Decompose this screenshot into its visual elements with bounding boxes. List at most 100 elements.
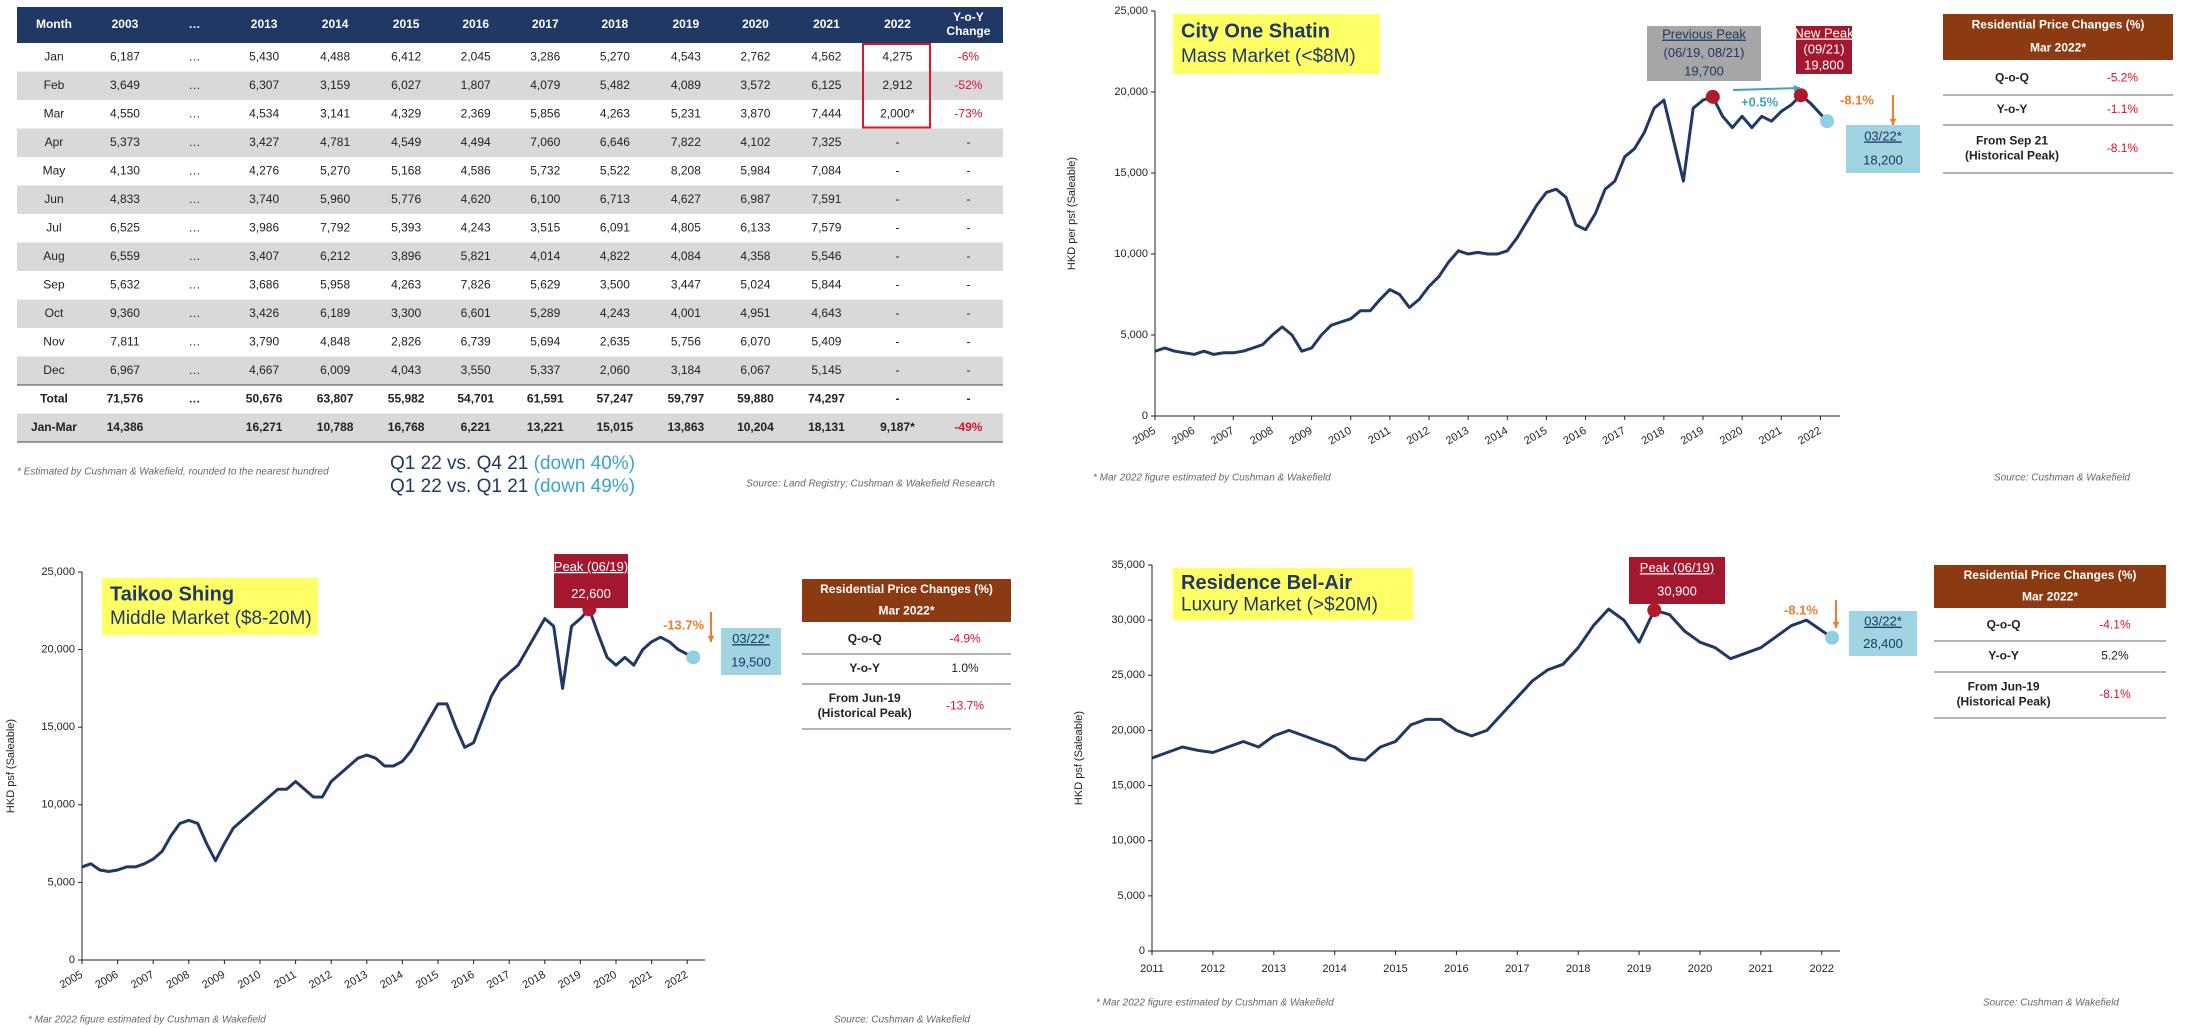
line-series bbox=[1154, 93, 1829, 356]
x-tick-label: 2018 bbox=[1566, 963, 1590, 975]
chart-title: Taikoo Shing bbox=[110, 583, 234, 605]
table-cell: 8,208 bbox=[671, 163, 701, 177]
comparison-note: (down 49%) bbox=[528, 476, 635, 497]
annotation-box bbox=[1849, 611, 1917, 656]
table-cell: 5,522 bbox=[600, 163, 630, 177]
table-cell: 3,550 bbox=[461, 363, 491, 377]
table-cell: 4,822 bbox=[600, 249, 630, 263]
table-row-bg bbox=[17, 128, 1003, 157]
x-tick-label: 2018 bbox=[1640, 425, 1667, 448]
table-cell: 7,822 bbox=[671, 135, 701, 149]
x-tick-label: 2022 bbox=[663, 969, 690, 992]
table-cell: Jun bbox=[44, 192, 63, 206]
x-tick-label: 2014 bbox=[378, 969, 405, 992]
chart-title: City One Shatin bbox=[1181, 20, 1330, 42]
x-tick-label: 2018 bbox=[521, 969, 548, 992]
table-cell: 3,572 bbox=[740, 78, 770, 92]
table-cell: 3,515 bbox=[530, 220, 560, 234]
y-tick-label: 20,000 bbox=[1111, 724, 1145, 736]
table-cell: … bbox=[189, 363, 201, 377]
x-tick-label: 2007 bbox=[1209, 425, 1236, 448]
table-cell: Jul bbox=[46, 220, 61, 234]
table-cell: 5,984 bbox=[740, 163, 770, 177]
table-cell: -73% bbox=[954, 106, 982, 120]
summary-value: -4.9% bbox=[949, 632, 981, 646]
table-header: 2018 bbox=[602, 17, 629, 31]
x-tick-label: 2022 bbox=[1796, 425, 1823, 448]
table-cell: … bbox=[189, 277, 201, 291]
annotation-text: 30,900 bbox=[1657, 584, 1697, 599]
table-cell: 5,629 bbox=[530, 277, 560, 291]
table-header: 2022 bbox=[884, 17, 911, 31]
table-cell: 2,369 bbox=[461, 106, 491, 120]
table-cell: 4,550 bbox=[110, 106, 140, 120]
x-tick-label: 2016 bbox=[1444, 963, 1468, 975]
summary-label: Y-o-Y bbox=[849, 661, 880, 675]
table-cell: 5,270 bbox=[320, 163, 350, 177]
table-cell: - bbox=[895, 220, 899, 234]
table-cell: 6,307 bbox=[249, 78, 279, 92]
summary-value: -13.7% bbox=[946, 699, 984, 713]
table-cell: 2,912 bbox=[882, 78, 912, 92]
y-tick-label: 25,000 bbox=[1114, 5, 1148, 17]
annotation-box bbox=[1629, 557, 1725, 604]
y-tick-label: 15,000 bbox=[1111, 779, 1145, 791]
x-tick-label: 2006 bbox=[93, 969, 120, 992]
table-cell: … bbox=[189, 220, 201, 234]
footnote: * Mar 2022 figure estimated by Cushman &… bbox=[1093, 473, 1331, 484]
table-cell: - bbox=[895, 391, 899, 405]
table-cell: 15,015 bbox=[597, 420, 634, 434]
table-cell: - bbox=[966, 363, 970, 377]
table-cell: Feb bbox=[44, 78, 65, 92]
summary-value: -5.2% bbox=[2107, 71, 2139, 85]
table-cell: 3,427 bbox=[249, 135, 279, 149]
table-cell: … bbox=[189, 306, 201, 320]
table-cell: 4,848 bbox=[320, 334, 350, 348]
table-header: 2020 bbox=[742, 17, 769, 31]
y-tick-label: 15,000 bbox=[1114, 167, 1148, 179]
x-tick-label: 2005 bbox=[58, 969, 85, 992]
table-cell: 7,591 bbox=[811, 192, 841, 206]
table-cell: 4,089 bbox=[671, 78, 701, 92]
title-box bbox=[1173, 568, 1413, 620]
summary-label: Y-o-Y bbox=[1988, 649, 2019, 663]
table-cell: 4,102 bbox=[740, 135, 770, 149]
table-cell: … bbox=[189, 78, 201, 92]
table-cell: 7,579 bbox=[811, 220, 841, 234]
x-tick-label: 2019 bbox=[1679, 425, 1706, 448]
summary-title: Residential Price Changes (%) bbox=[1972, 18, 2145, 32]
table-cell: 5,546 bbox=[811, 249, 841, 263]
table-cell: 4,275 bbox=[882, 49, 912, 63]
x-tick-label: 2013 bbox=[343, 969, 370, 992]
table-header: 2016 bbox=[462, 17, 489, 31]
source: Source: Cushman & Wakefield bbox=[1983, 998, 2119, 1009]
summary-value: -8.1% bbox=[2107, 141, 2139, 155]
table-cell: 6,091 bbox=[600, 220, 630, 234]
table-cell: 2,635 bbox=[600, 334, 630, 348]
table-cell: 7,811 bbox=[110, 334, 139, 348]
table-cell: 3,870 bbox=[740, 106, 770, 120]
annotation-text: 22,600 bbox=[571, 586, 611, 601]
table-cell: 9,360 bbox=[110, 306, 140, 320]
annotation-text: 18,200 bbox=[1863, 152, 1903, 167]
table-header: 2019 bbox=[673, 17, 700, 31]
x-tick-label: 2016 bbox=[1561, 425, 1588, 448]
summary-title: Mar 2022* bbox=[878, 603, 934, 617]
table-cell: … bbox=[189, 163, 201, 177]
x-tick-label: 2015 bbox=[1522, 425, 1549, 448]
arrow-head bbox=[1793, 84, 1800, 92]
table-row-bg bbox=[17, 299, 1003, 328]
annotation-text: 19,500 bbox=[731, 655, 771, 670]
table-cell: 5,856 bbox=[530, 106, 560, 120]
x-tick-label: 2017 bbox=[485, 969, 512, 992]
source: Source: Cushman & Wakefield bbox=[1994, 473, 2130, 484]
table-cell: 6,525 bbox=[110, 220, 140, 234]
table-cell: 5,409 bbox=[811, 334, 841, 348]
table-row-bg bbox=[17, 43, 1003, 72]
table-header: 2017 bbox=[532, 17, 559, 31]
summary-label: (Historical Peak) bbox=[818, 706, 912, 720]
table-cell: 1,807 bbox=[461, 78, 491, 92]
table-header: 2013 bbox=[251, 17, 278, 31]
table-cell: 6,646 bbox=[600, 135, 630, 149]
table-cell: 3,286 bbox=[530, 49, 560, 63]
